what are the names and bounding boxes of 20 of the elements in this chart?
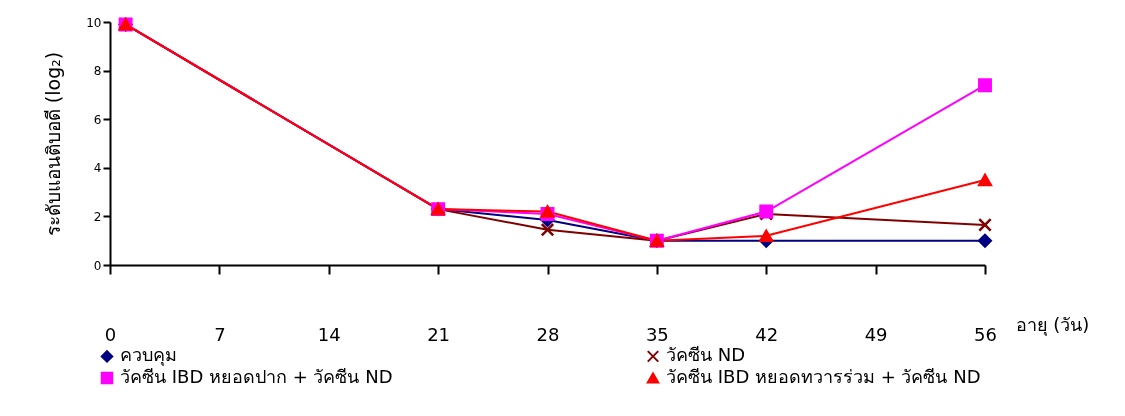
x-tick-label: 35 bbox=[645, 323, 669, 345]
x-axis-title: อายุ (วัน) bbox=[1015, 313, 1090, 336]
x-tick-label: 28 bbox=[536, 323, 560, 345]
y-axis-title: ระดับแอนติบอดี (log₂) bbox=[42, 51, 65, 237]
x-tick-label: 42 bbox=[755, 323, 779, 345]
legend-label: วัคซีน IBD หยอดทวารร่วม + วัคซีน ND bbox=[666, 366, 981, 387]
legend-label: ควบคุม bbox=[120, 344, 177, 367]
y-tick-label: 2 bbox=[93, 209, 102, 224]
x-tick-label: 14 bbox=[317, 323, 341, 345]
y-tick-label: 8 bbox=[93, 64, 102, 79]
x-tick-label: 7 bbox=[214, 323, 226, 345]
legend-label: วัคซีน ND bbox=[666, 344, 746, 366]
x-tick-label: 21 bbox=[427, 323, 451, 345]
y-tick-label: 6 bbox=[93, 112, 102, 127]
x-tick-label: 56 bbox=[974, 323, 997, 345]
y-tick-label: 4 bbox=[93, 161, 102, 176]
y-tick-label: 0 bbox=[93, 258, 102, 273]
legend-label: วัคซีน IBD หยอดปาก + วัคซีน ND bbox=[120, 366, 393, 387]
y-tick-label: 10 bbox=[86, 15, 102, 30]
x-tick-label: 49 bbox=[864, 323, 888, 345]
